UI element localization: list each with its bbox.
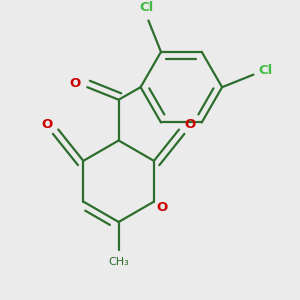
Text: Cl: Cl bbox=[140, 2, 154, 14]
Text: O: O bbox=[70, 77, 81, 90]
Text: O: O bbox=[156, 201, 167, 214]
Text: CH₃: CH₃ bbox=[108, 257, 129, 267]
Text: Cl: Cl bbox=[258, 64, 272, 77]
Text: O: O bbox=[184, 118, 196, 131]
Text: O: O bbox=[42, 118, 53, 131]
